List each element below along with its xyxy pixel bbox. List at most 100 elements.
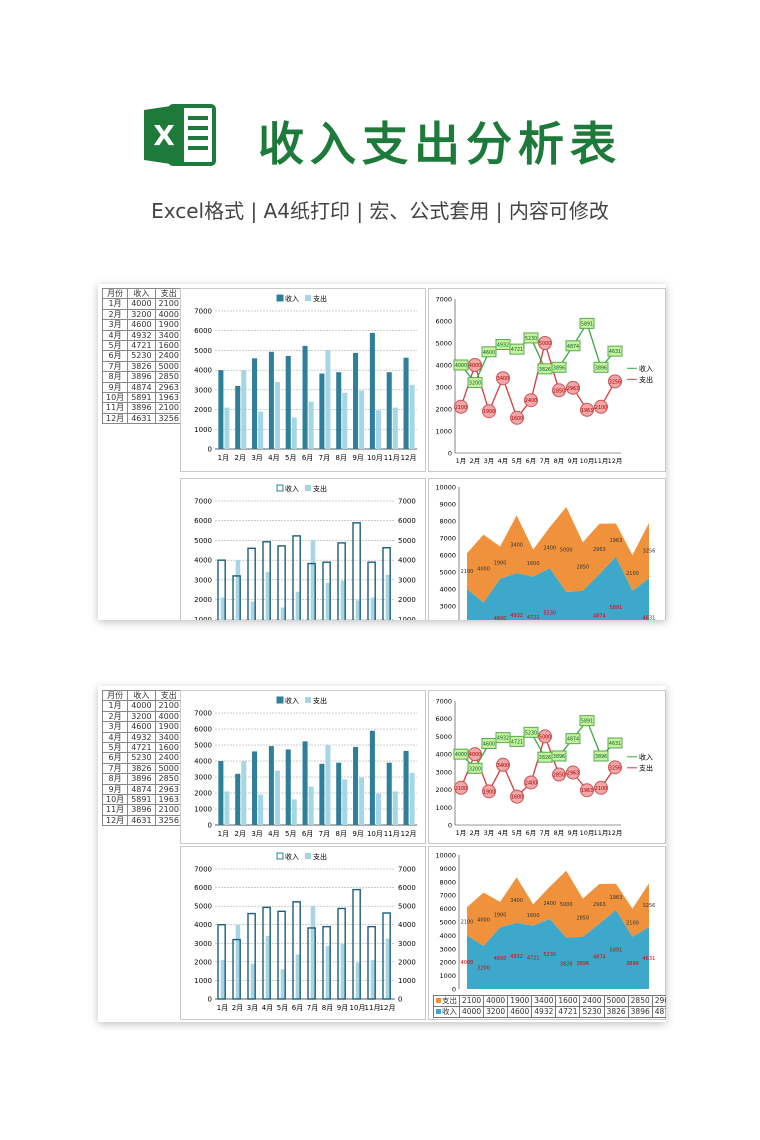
bar-income — [322, 925, 331, 1000]
table-cell: 3896 — [627, 1006, 653, 1018]
table-cell: 4000 — [127, 298, 156, 310]
marker-income — [551, 361, 567, 373]
bar-expense — [274, 770, 280, 825]
bar-income — [319, 763, 325, 825]
data-label-income: 3200 — [469, 766, 481, 772]
data-label-expense: 1963 — [581, 408, 593, 414]
data-label-expense: 4000 — [477, 917, 490, 923]
bar-expense — [359, 777, 365, 825]
y-tick-label: 8000 — [439, 518, 456, 526]
bar-expense — [392, 791, 398, 825]
table-cell: 4932 — [127, 329, 156, 342]
legend-swatch-expense — [305, 697, 311, 703]
table-cell: 2400 — [154, 350, 183, 362]
page-subtitle: Excel格式 | A4纸打印 | 宏、公式套用 | 内容可修改 — [151, 199, 609, 223]
bar-income — [369, 730, 375, 825]
bar-expense — [385, 574, 391, 620]
marker-income — [593, 361, 609, 373]
bar-income — [322, 561, 331, 620]
data-label-expense: 1900 — [494, 913, 507, 919]
bar-income — [277, 910, 286, 1000]
data-label-income: 5230 — [525, 336, 537, 342]
data-label-income: 4721 — [527, 615, 540, 620]
x-tick-label: 8月 — [322, 1004, 333, 1012]
table-header-cell: 月份 — [101, 689, 129, 702]
bar-income — [247, 912, 256, 1000]
bar-expense — [265, 935, 271, 999]
x-tick-label: 3月 — [484, 829, 495, 837]
bar-chart-2: 收入支出001000100020002000300030004000400050… — [194, 484, 416, 620]
x-tick-label: 10月 — [350, 1004, 366, 1012]
table-cell: 4000 — [483, 995, 509, 1007]
y-tick-label: 0 — [448, 822, 452, 830]
table-cell: 2100 — [154, 700, 183, 712]
y-tick-label: 9000 — [439, 501, 456, 509]
bar-expense — [370, 960, 376, 999]
bar-expense — [250, 601, 256, 620]
table-cell: 3月 — [101, 319, 129, 331]
table-cell: 3400 — [154, 731, 183, 744]
data-label-expense: 3256 — [609, 765, 621, 771]
marker-expense — [454, 399, 468, 414]
y2-tick-label: 5000 — [398, 537, 416, 545]
table-header-cell: 收入 — [127, 689, 156, 702]
marker-income — [551, 750, 567, 762]
bar-expense — [220, 960, 226, 999]
bar-expense — [310, 906, 316, 999]
series-name-cell: 支出 — [433, 995, 460, 1007]
data-label-expense: 5000 — [539, 341, 551, 347]
table-cell: 4874 — [127, 783, 156, 796]
data-table: 月份 收入 支出 1月 4000 2100 2月 3200 4000 3月 4600 1900 4月 49… — [101, 287, 183, 425]
y-tick-label: 4000 — [439, 932, 456, 940]
y2-tick-label: 6000 — [398, 517, 416, 525]
table-row: 11月 3896 2100 — [101, 804, 183, 816]
data-label-expense: 2963 — [593, 547, 606, 553]
data-label-expense: 2400 — [543, 546, 556, 552]
bar-expense — [310, 540, 316, 620]
data-label-expense: 1900 — [483, 789, 495, 795]
legend-swatch-expense — [305, 485, 311, 491]
marker-expense — [496, 371, 510, 386]
table-cell: 1900 — [154, 721, 183, 733]
data-label-expense: 1600 — [511, 795, 523, 801]
table-cell: 4874 — [651, 1006, 666, 1018]
table-row: 1月 4000 2100 — [101, 700, 183, 712]
y2-tick-label: 7000 — [398, 498, 416, 506]
legend-swatch-income — [276, 294, 284, 302]
data-label-expense: 2100 — [455, 786, 467, 792]
x-tick-label: 4月 — [498, 829, 509, 837]
table-row: 5月 4721 1600 — [101, 340, 183, 352]
bar-income — [292, 535, 301, 620]
marker-income — [593, 750, 609, 762]
table-cell: 3月 — [101, 721, 129, 733]
data-label-expense: 2850 — [553, 388, 565, 394]
x-tick-label: 11月 — [384, 454, 400, 462]
table-row: 6月 5230 2400 — [101, 752, 183, 764]
data-label-income: 4874 — [593, 614, 606, 620]
table-cell: 4600 — [507, 1006, 533, 1018]
bar-expense — [295, 591, 301, 620]
bar-income — [386, 372, 392, 449]
x-tick-label: 11月 — [384, 830, 400, 838]
table-row: 4月 4932 3400 — [101, 329, 183, 342]
x-tick-label: 8月 — [336, 454, 347, 462]
x-tick-label: 4月 — [262, 1004, 273, 1012]
bar-expense — [325, 745, 331, 825]
y-tick-label: 3000 — [435, 768, 452, 776]
y-tick-label: 7000 — [439, 535, 456, 543]
bar-expense — [340, 943, 346, 999]
marker-expense — [594, 399, 608, 414]
table-cell: 5891 — [127, 392, 156, 404]
data-label-expense: 2850 — [576, 565, 589, 571]
table-cell: 11月 — [101, 804, 129, 816]
y-tick-label: 2000 — [194, 406, 212, 414]
bar-income — [235, 385, 241, 449]
marker-expense — [552, 383, 566, 398]
table-cell: 5000 — [154, 762, 183, 775]
data-label-income: 4721 — [527, 955, 540, 961]
bar-income — [382, 912, 391, 1000]
data-label-income: 4631 — [609, 741, 621, 747]
bar-chart-3: 收入 支出 0 1000 2000 3000 4000 5000 6000 7000 1月 2月 3月 4… — [194, 696, 417, 838]
x-tick-label: 9月 — [352, 830, 363, 838]
bar-chart-4-panel: 收入 支出 0 0 1000 1000 2000 2000 3000 3000 4000 4000 50… — [180, 846, 426, 1020]
